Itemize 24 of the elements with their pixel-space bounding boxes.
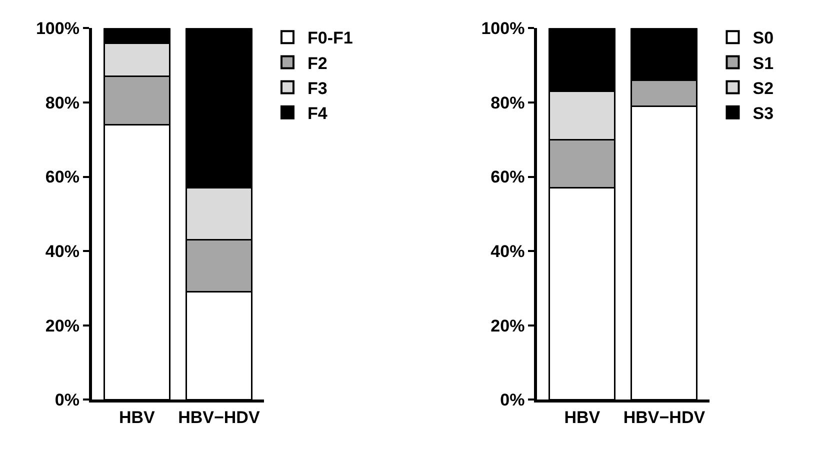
y-tick-label: 20%	[45, 316, 80, 336]
y-tick-label: 0%	[54, 390, 80, 410]
legend-label: F2	[307, 54, 328, 73]
y-tick-label: 0%	[500, 390, 525, 410]
legend-label: S2	[752, 78, 774, 98]
y-tick-label: 60%	[45, 168, 80, 187]
y-tick-label: 20%	[490, 316, 525, 336]
legend-label: S0	[752, 28, 774, 48]
legend-label: S3	[752, 104, 774, 124]
legend-label: S1	[752, 54, 774, 73]
y-tick-label: 100%	[481, 19, 525, 38]
x-tick-label: HBV	[564, 408, 601, 428]
y-tick-label: 80%	[45, 93, 80, 112]
legend-label: F4	[307, 104, 328, 124]
y-tick-label: 40%	[490, 242, 525, 262]
legend-label: F0-F1	[307, 28, 353, 48]
legend-label: F3	[307, 78, 328, 98]
y-tick-label: 40%	[45, 242, 80, 262]
y-tick-label: 100%	[36, 19, 80, 38]
x-tick-label: HBV	[118, 408, 156, 428]
x-tick-label: HBV−HDV	[623, 408, 706, 428]
y-tick-label: 80%	[490, 93, 525, 112]
y-tick-label: 60%	[490, 168, 525, 187]
x-tick-label: HBV−HDV	[178, 408, 260, 428]
